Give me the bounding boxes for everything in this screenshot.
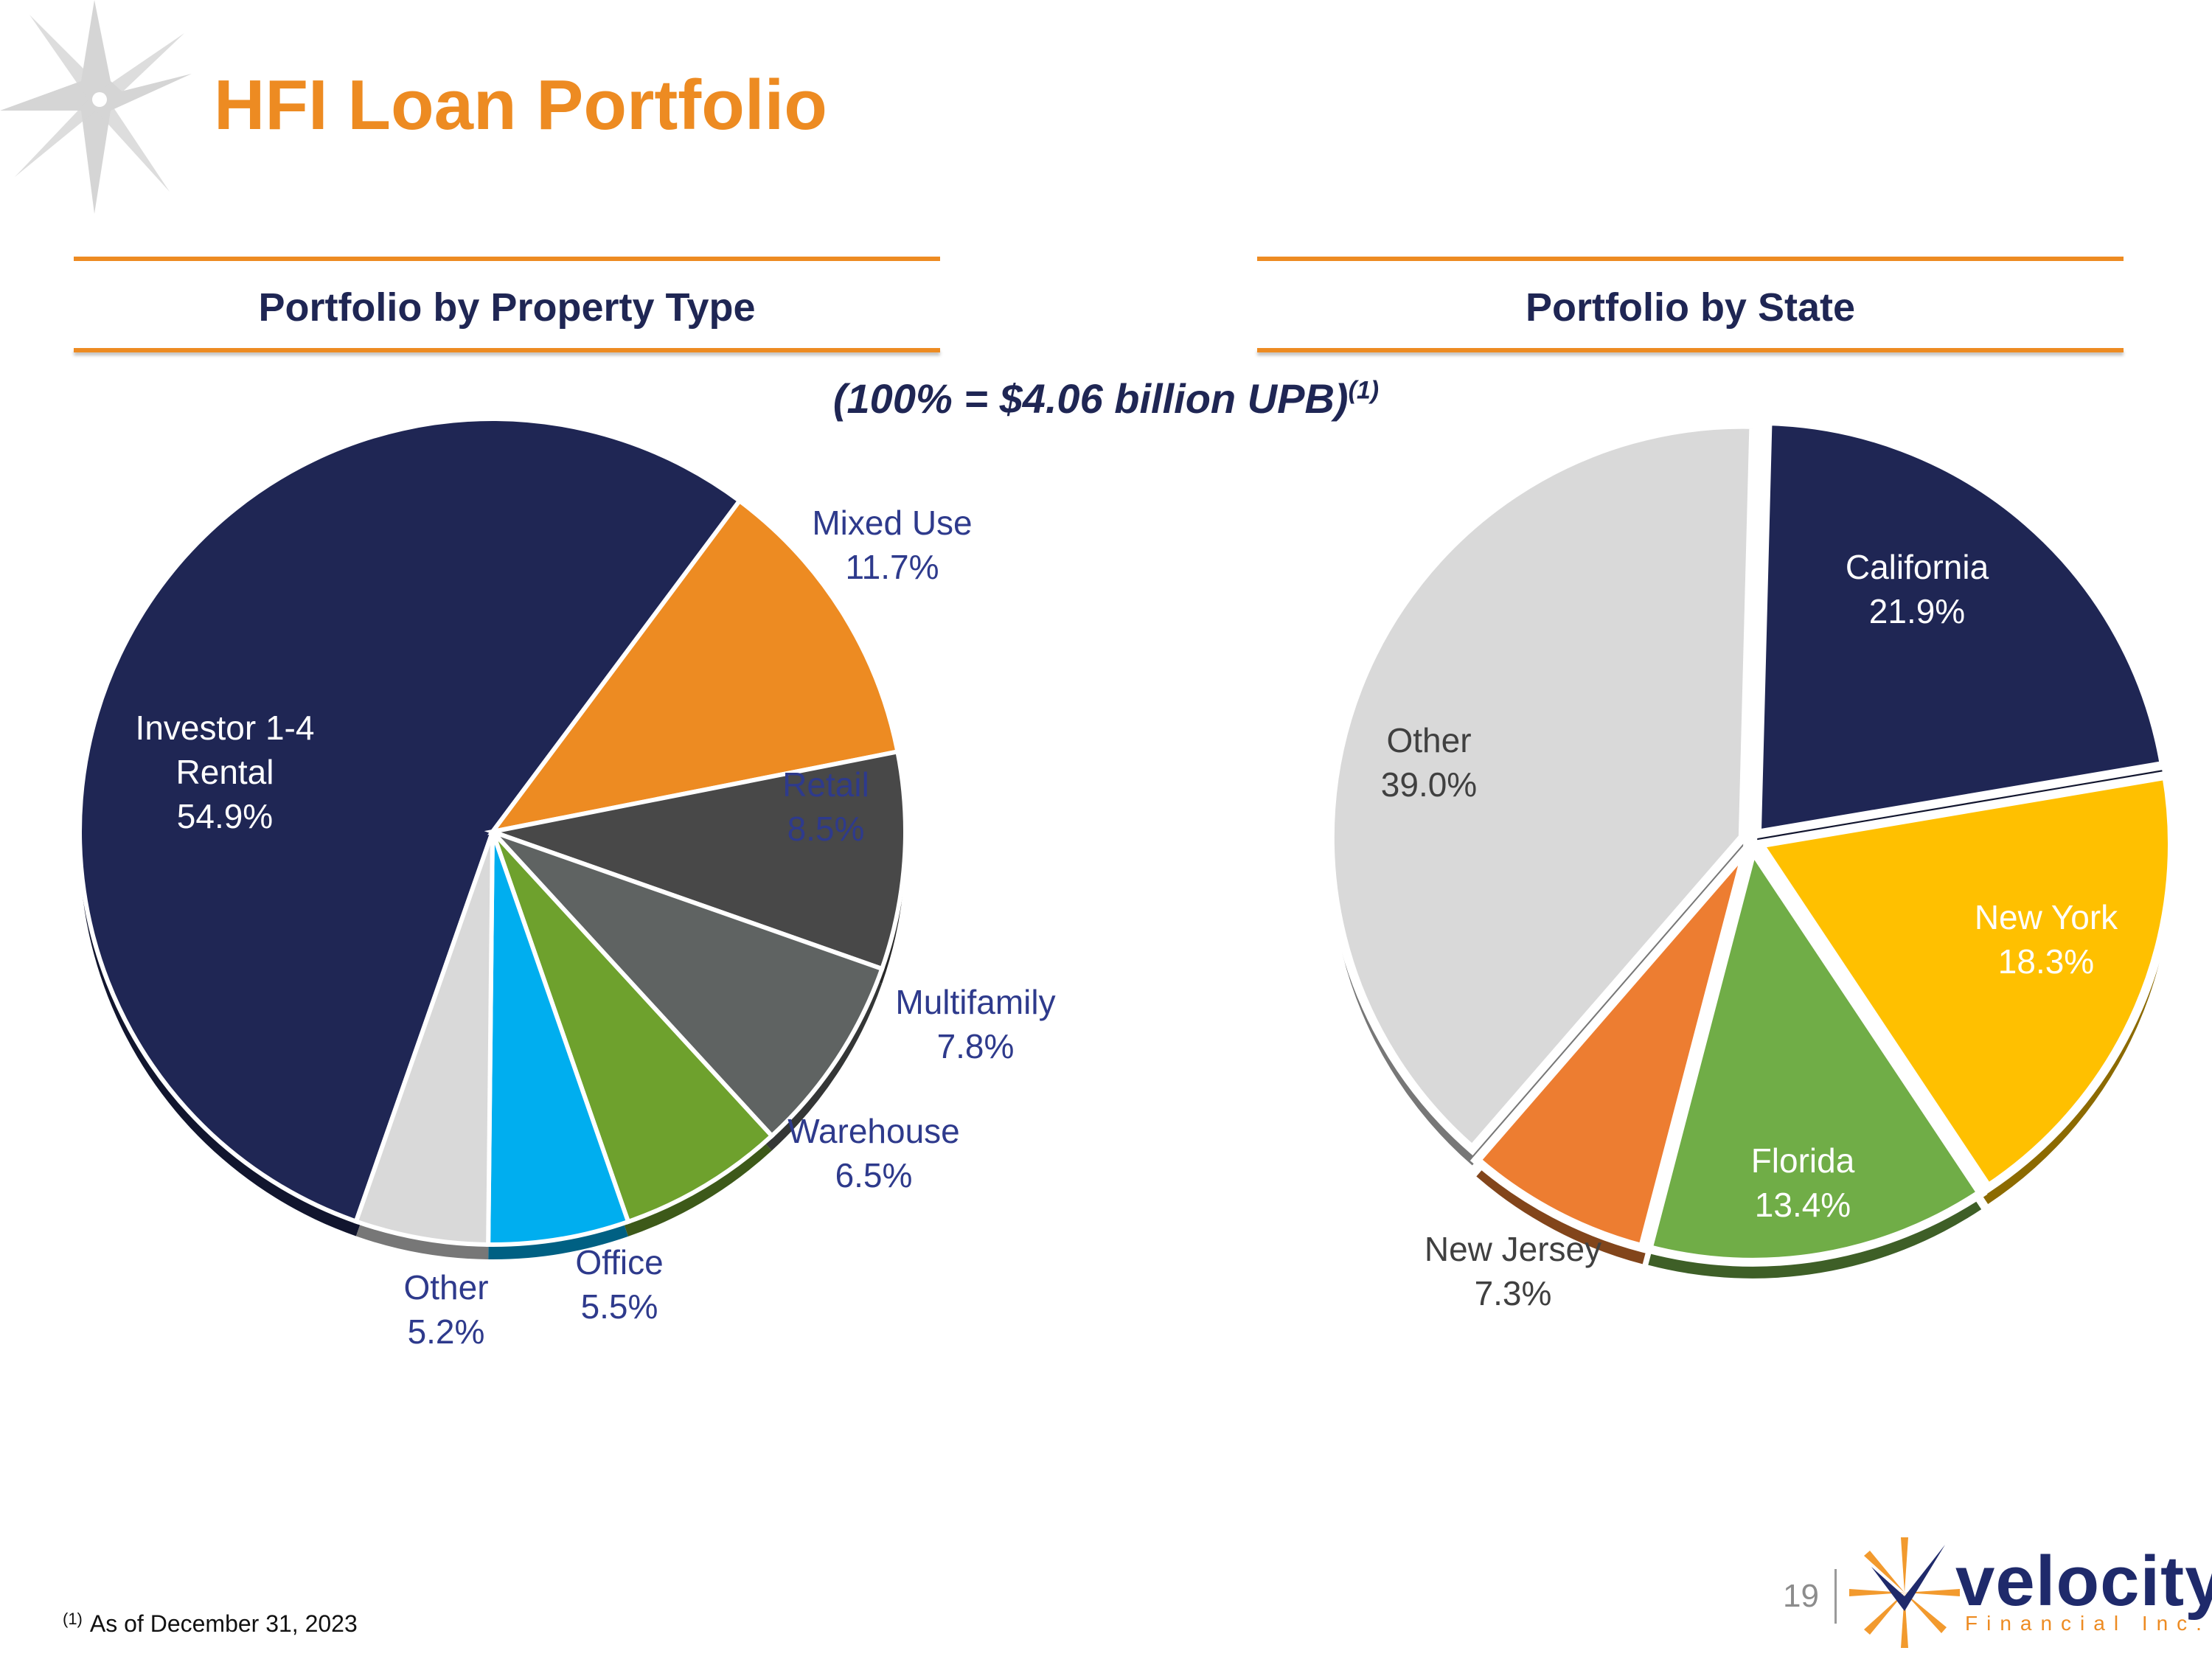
- pie-label-other: Other 39.0%: [1381, 721, 1477, 804]
- pie-slices-group: [77, 417, 908, 1248]
- state-title: Portfolio by State: [1525, 285, 1856, 330]
- page-title: HFI Loan Portfolio: [214, 66, 827, 145]
- footnote: (1) As of December 31, 2023: [63, 1610, 358, 1638]
- pie-slice-new-jersey: [1470, 845, 1752, 1253]
- pie-label-mixed-use: Mixed Use 11.7%: [812, 504, 972, 586]
- pie-slice-multifamily: [490, 830, 886, 1139]
- pie-label-new-york: New York 18.3%: [1975, 898, 2118, 981]
- pie-slice-warehouse: [490, 830, 775, 1225]
- state-header: Portfolio by State: [1257, 257, 2124, 352]
- property-type-pie-chart: Investor 1-4 Rental 54.9% Mixed Use 11.7% Ret…: [77, 417, 1056, 1351]
- pie-slice-mixed-use: [487, 498, 900, 835]
- page-divider: [1834, 1569, 1837, 1624]
- header-rule-top: [1257, 257, 2124, 261]
- pie-slice-other: [353, 831, 495, 1248]
- portfolio-total-subtitle: (100% = $4.06 billion UPB)(1): [0, 375, 2212, 422]
- pie-label-investor-1-4-rental: Investor 1-4 Rental 54.9%: [136, 709, 315, 835]
- pie-slice-florida: [1642, 838, 1988, 1267]
- header-rule-bottom: [74, 348, 940, 352]
- subtitle-footnote-mark: (1): [1348, 376, 1380, 405]
- pie-slice-investor-1-4-rental: [77, 417, 743, 1225]
- pie-slice-office: [486, 831, 631, 1247]
- pie-label-florida: Florida 13.4%: [1751, 1141, 1855, 1224]
- footnote-mark: (1): [63, 1610, 83, 1628]
- header-rule-top: [74, 257, 940, 261]
- pie-label-new-jersey: New Jersey 7.3%: [1425, 1230, 1601, 1312]
- state-pie-chart: California 21.9% New York 18.3% Florida 13.4%…: [1325, 416, 2177, 1312]
- pie-slice-new-york: [1751, 770, 2177, 1194]
- pie-label-retail: Retail 8.5%: [782, 765, 869, 848]
- subtitle-text: (100% = $4.06 billion UPB): [832, 375, 1349, 422]
- pie-label-other: Other 5.2%: [403, 1268, 488, 1351]
- velocity-logo-icon: [1849, 1537, 1960, 1648]
- velocity-logo-wordmark: velocity: [1955, 1542, 2212, 1621]
- pie-slice-other: [1325, 420, 1759, 1156]
- pie-label-multifamily: Multifamily 7.8%: [895, 983, 1055, 1065]
- pie-labels-group: Investor 1-4 Rental 54.9% Mixed Use 11.7% Ret…: [136, 504, 1056, 1351]
- footnote-text: As of December 31, 2023: [89, 1610, 358, 1637]
- page-number: 19: [1783, 1578, 1819, 1614]
- header-rule-bottom: [1257, 348, 2124, 352]
- property-type-title: Portfolio by Property Type: [258, 285, 756, 330]
- pie-label-office: Office 5.5%: [575, 1243, 663, 1326]
- pie-labels-group: California 21.9% New York 18.3% Florida 13.4%…: [1381, 548, 2118, 1312]
- pie-slices-group: [1325, 416, 2177, 1267]
- pie-slice-retail: [484, 748, 908, 972]
- velocity-logo-tagline: Financial Inc.: [1965, 1612, 2211, 1635]
- pie-slice-california: [1752, 416, 2169, 840]
- property-type-header: Portfolio by Property Type: [74, 257, 940, 352]
- pie-label-warehouse: Warehouse 6.5%: [787, 1112, 960, 1194]
- pie-label-california: California 21.9%: [1846, 548, 1989, 630]
- star-logo-icon: [0, 0, 192, 214]
